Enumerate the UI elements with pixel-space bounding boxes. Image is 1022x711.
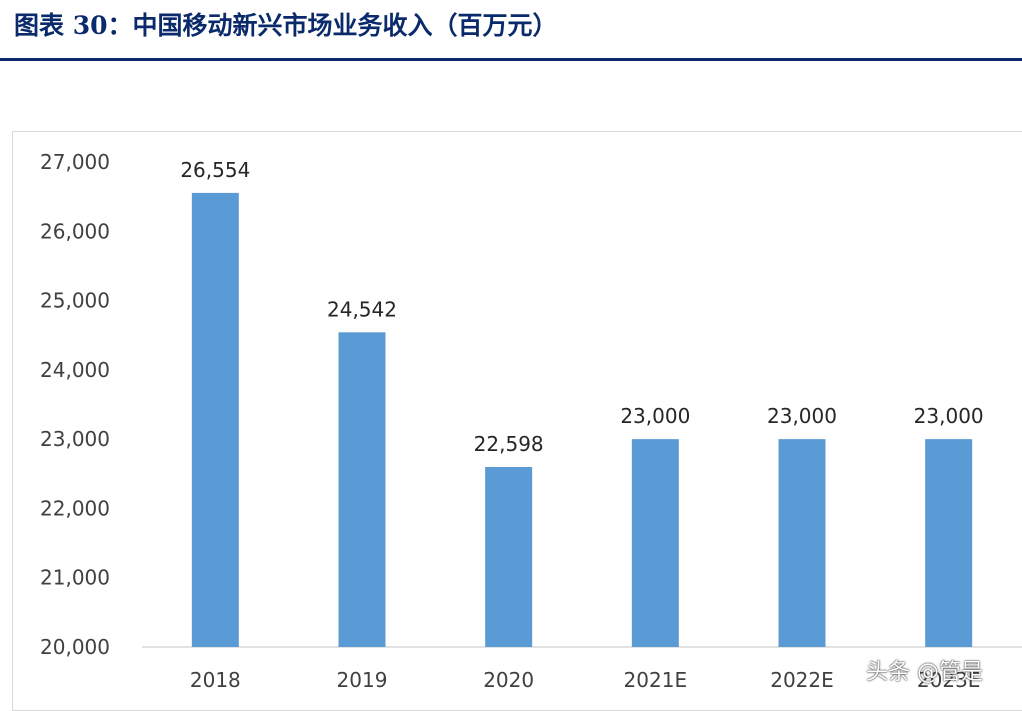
data-label: 23,000 [914, 404, 984, 428]
y-tick-label: 25,000 [40, 289, 110, 313]
x-tick-label: 2020 [483, 668, 534, 692]
y-tick-label: 23,000 [40, 427, 110, 451]
bar [778, 439, 826, 647]
data-label: 24,542 [327, 297, 397, 321]
bar [338, 332, 386, 647]
y-tick-label: 26,000 [40, 219, 110, 243]
bar [191, 192, 239, 647]
x-tick-label: 2022E [770, 668, 834, 692]
bar [485, 466, 533, 647]
data-labels: 26,554 24,542 22,598 23,000 23,000 23,000 [180, 158, 983, 456]
x-tick-label: 2021E [624, 668, 688, 692]
data-label: 22,598 [474, 432, 544, 456]
figure-title: 图表 30：中国移动新兴市场业务收入（百万元） [14, 11, 558, 40]
bar [925, 439, 973, 647]
x-tick-label: 2019 [337, 668, 388, 692]
x-axis-labels: 2018 2019 2020 2021E 2022E 2023E [190, 668, 981, 692]
x-tick-label: 2023E [917, 668, 981, 692]
data-label: 23,000 [767, 404, 837, 428]
y-tick-label: 22,000 [40, 496, 110, 520]
watermark-text: 头条 @管是 [866, 660, 983, 685]
y-tick-label: 24,000 [40, 358, 110, 382]
y-axis-ticks: 20,000 21,000 22,000 23,000 24,000 25,000 26,0… [40, 150, 110, 659]
y-tick-label: 27,000 [40, 150, 110, 174]
data-label: 23,000 [620, 404, 690, 428]
y-tick-label: 21,000 [40, 566, 110, 590]
bar [631, 439, 679, 647]
y-tick-label: 20,000 [40, 635, 110, 659]
data-label: 26,554 [180, 158, 250, 182]
bar-series [191, 192, 973, 647]
x-tick-label: 2018 [190, 668, 241, 692]
title-divider [0, 58, 1022, 61]
